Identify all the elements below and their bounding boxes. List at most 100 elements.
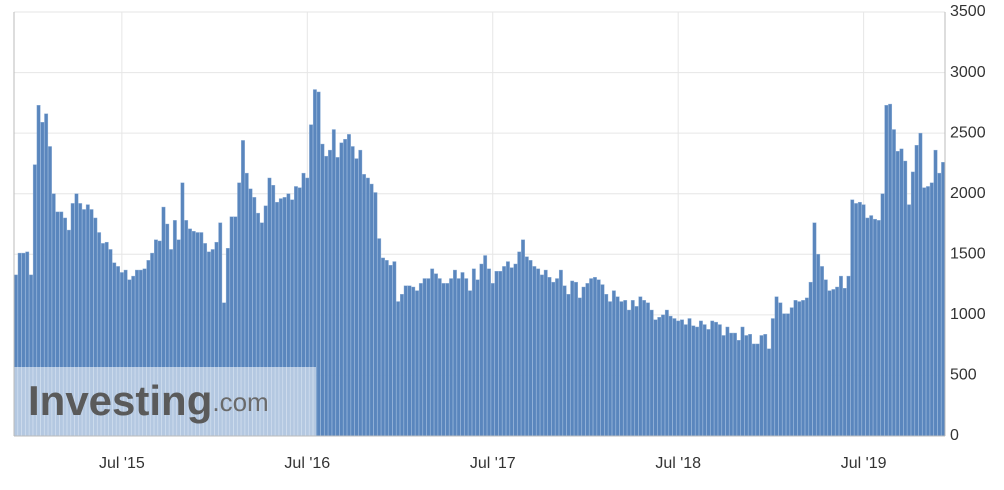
bar [316, 91, 321, 437]
bar [543, 269, 548, 437]
bar [347, 134, 351, 437]
bar [464, 278, 469, 437]
bar [611, 290, 616, 437]
bar [642, 300, 647, 437]
bar [789, 307, 794, 437]
bar [562, 285, 567, 437]
bar [827, 290, 832, 437]
x-tick-label: Jul '18 [655, 455, 701, 472]
x-tick-label: Jul '17 [470, 455, 516, 472]
bar [676, 320, 681, 437]
bar [929, 182, 934, 437]
bar [513, 263, 518, 437]
x-tick-label: Jul '16 [284, 455, 330, 472]
bar [733, 332, 737, 437]
bar [381, 257, 385, 437]
bar [339, 142, 344, 437]
bar [638, 296, 643, 437]
bar [884, 105, 889, 437]
bar [354, 158, 359, 437]
bar [328, 149, 332, 437]
bar [808, 281, 813, 437]
bar [365, 177, 370, 437]
watermark-suffix: .com [212, 387, 268, 417]
bar [869, 215, 874, 437]
bar [804, 297, 809, 437]
bar [555, 278, 559, 437]
bar [392, 261, 397, 437]
bar [744, 335, 749, 437]
bar [926, 186, 930, 437]
bar [449, 278, 454, 437]
x-tick-label: Jul '19 [841, 455, 887, 472]
bar [600, 284, 605, 437]
y-tick-label: 1500 [950, 246, 986, 263]
bar [373, 192, 378, 437]
bar [445, 283, 450, 437]
bar [702, 324, 707, 437]
x-tick-label: Jul '15 [99, 455, 145, 472]
bar [627, 309, 631, 437]
bar [907, 204, 911, 437]
bar [475, 279, 480, 437]
bar [547, 277, 552, 437]
watermark: Investing.com [14, 367, 316, 436]
y-tick-label: 3000 [950, 64, 986, 81]
bar [876, 220, 881, 437]
y-tick-label: 3500 [950, 3, 986, 20]
bar [498, 271, 503, 437]
bar [434, 273, 438, 437]
bar [615, 296, 620, 437]
bar [812, 222, 817, 437]
bar [604, 294, 609, 437]
watermark-brand: Investing [28, 377, 212, 424]
bar [369, 183, 374, 437]
bar [933, 149, 938, 437]
bar [861, 204, 866, 437]
bar [653, 319, 658, 437]
bar [842, 288, 847, 437]
bar [649, 309, 654, 437]
bar [850, 199, 855, 437]
bar [517, 251, 522, 437]
bar [487, 268, 491, 437]
bar [801, 300, 805, 437]
bar [460, 272, 465, 437]
bar [903, 160, 908, 437]
bar [437, 278, 442, 437]
bar [411, 286, 416, 437]
bar [710, 320, 715, 437]
bar [729, 332, 734, 437]
bar [358, 149, 363, 437]
bar [786, 313, 790, 437]
bar [672, 318, 677, 437]
bar [418, 283, 423, 437]
y-tick-label: 500 [950, 367, 977, 384]
bar [888, 103, 893, 437]
bar [774, 296, 779, 437]
bar [857, 201, 862, 437]
bar [343, 138, 348, 437]
bar [502, 266, 507, 437]
bar [577, 297, 582, 437]
bar [691, 325, 696, 437]
bar [683, 324, 688, 437]
bar [763, 334, 768, 437]
bar [778, 302, 783, 437]
bar [441, 283, 446, 437]
bar [914, 145, 919, 437]
bar [377, 238, 382, 437]
y-tick-label: 2500 [950, 124, 986, 141]
bar [634, 306, 639, 437]
bar [717, 324, 722, 437]
bar [400, 294, 404, 437]
bar [767, 348, 771, 437]
bar [558, 269, 563, 437]
bar [589, 278, 594, 437]
bar [581, 286, 586, 437]
y-tick-label: 0 [950, 427, 959, 444]
bar [608, 301, 612, 437]
bar [687, 318, 692, 437]
bar [528, 260, 533, 437]
bar [922, 187, 927, 437]
